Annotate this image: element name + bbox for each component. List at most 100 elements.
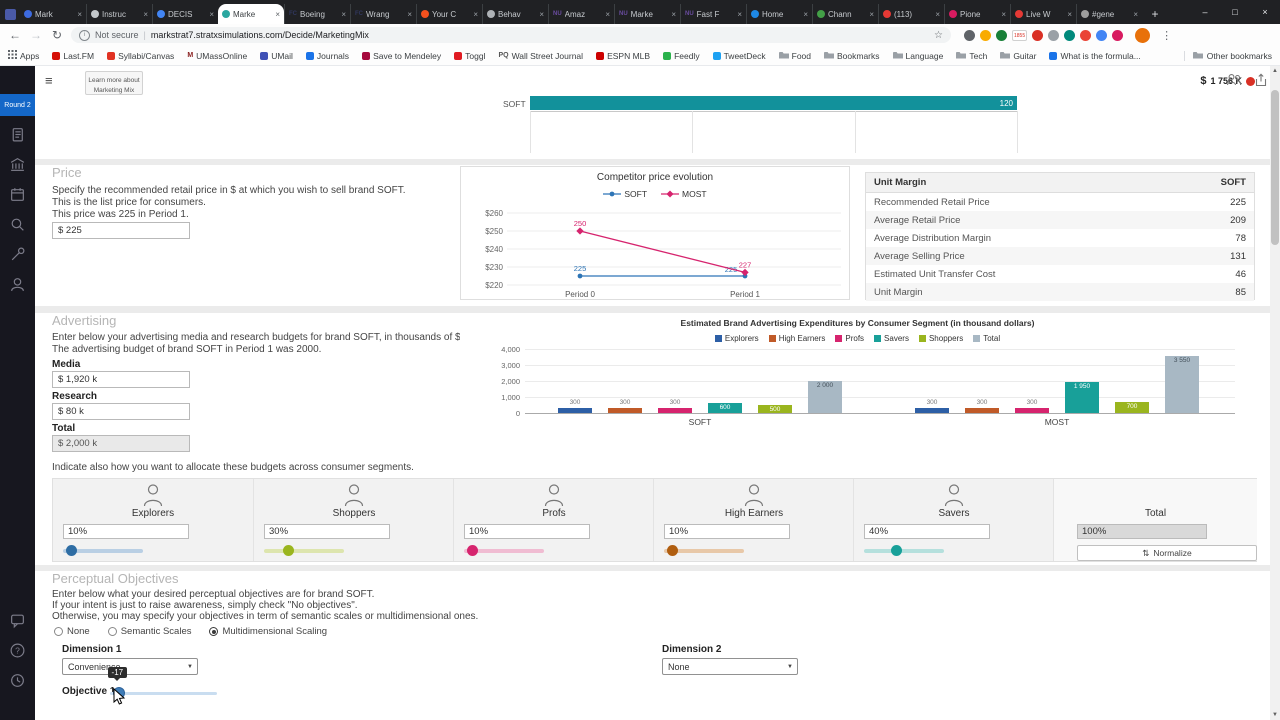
tab-close-icon[interactable]: × — [77, 9, 82, 19]
menu-icon[interactable]: ⋮ — [1161, 29, 1173, 42]
tab[interactable]: Instruc × — [86, 4, 152, 24]
tab-close-icon[interactable]: × — [209, 9, 214, 19]
segment-slider-track[interactable] — [664, 549, 744, 553]
refresh-icon[interactable]: ↻ — [51, 28, 63, 42]
segment-allocation-input[interactable] — [63, 524, 189, 539]
tab[interactable]: NU Marke × — [614, 4, 680, 24]
tab-close-icon[interactable]: × — [1067, 9, 1072, 19]
bookmark-item[interactable]: M UMassOnline — [187, 51, 247, 61]
segment-slider-track[interactable] — [63, 549, 143, 553]
profile-avatar[interactable] — [1135, 27, 1151, 43]
segment-slider-handle[interactable] — [282, 545, 294, 556]
extension-green-icon[interactable] — [996, 29, 1007, 41]
tab-close-icon[interactable]: × — [275, 9, 280, 19]
bookmark-item[interactable]: UMail — [260, 51, 293, 61]
bookmark-item[interactable]: Apps — [8, 50, 39, 61]
segment-slider-handle[interactable] — [466, 545, 478, 556]
tab[interactable]: Behav × — [482, 4, 548, 24]
segment-slider-handle[interactable] — [890, 545, 902, 556]
extension-gray-icon[interactable] — [1048, 29, 1060, 41]
person-icon[interactable] — [9, 276, 26, 293]
tab[interactable]: (113) × — [878, 4, 944, 24]
extension-pink-icon[interactable] — [1112, 29, 1124, 41]
maximize-button[interactable]: □ — [1232, 7, 1238, 17]
bookmark-item[interactable]: TweetDeck — [712, 51, 766, 61]
radio-semantic-scales[interactable]: Semantic Scales — [107, 626, 191, 637]
bookmark-item[interactable]: Syllabi/Canvas — [107, 51, 174, 61]
segment-slider-handle[interactable] — [65, 545, 77, 556]
tab-close-icon[interactable]: × — [1133, 9, 1138, 19]
normalize-button[interactable]: ⇅ Normalize — [1077, 545, 1257, 561]
info-icon[interactable]: i — [79, 29, 90, 41]
tab-close-icon[interactable]: × — [803, 9, 808, 19]
price-input[interactable] — [52, 222, 190, 239]
tab[interactable]: Your C × — [416, 4, 482, 24]
tab-close-icon[interactable]: × — [671, 9, 676, 19]
bookmark-item[interactable]: ESPN MLB — [596, 51, 650, 61]
learn-more-button[interactable]: Learn more about Marketing Mix — [85, 71, 143, 95]
segment-allocation-input[interactable] — [864, 524, 990, 539]
bookmark-item[interactable]: Feedly — [663, 51, 700, 61]
bookmark-item[interactable]: PQ Wall Street Journal — [498, 51, 583, 61]
segment-slider-track[interactable] — [464, 549, 544, 553]
extension-mail-icon[interactable] — [1080, 29, 1092, 41]
objective1-slider-track[interactable] — [110, 692, 217, 695]
history-icon[interactable] — [9, 672, 26, 689]
bookmark-item[interactable]: Guitar — [1000, 51, 1036, 61]
bookmark-item[interactable]: Bookmarks — [824, 51, 880, 61]
segment-allocation-input[interactable] — [264, 524, 390, 539]
wrench-icon[interactable] — [9, 246, 26, 263]
extension-star-icon[interactable] — [980, 29, 991, 41]
segment-slider-handle[interactable] — [666, 545, 678, 556]
search-icon[interactable] — [9, 216, 26, 233]
tab[interactable]: NU Amaz × — [548, 4, 614, 24]
tab-close-icon[interactable]: × — [869, 9, 874, 19]
tab[interactable]: #gene × — [1076, 4, 1142, 24]
extension-counter-badge[interactable]: 1855 — [1012, 29, 1028, 41]
tab-close-icon[interactable]: × — [473, 9, 478, 19]
segment-allocation-input[interactable] — [664, 524, 790, 539]
dimension2-select[interactable]: None ▼ — [662, 658, 798, 675]
bank-icon[interactable] — [9, 156, 26, 173]
segment-allocation-input[interactable] — [464, 524, 590, 539]
segment-slider-track[interactable] — [264, 549, 344, 553]
team-icon[interactable] — [1226, 73, 1242, 92]
scrollbar[interactable]: ▲ ▼ — [1270, 66, 1280, 720]
scroll-up-icon[interactable]: ▲ — [1272, 68, 1278, 74]
chat-icon[interactable] — [9, 612, 26, 629]
tab[interactable]: DECIS × — [152, 4, 218, 24]
research-input[interactable] — [52, 403, 190, 420]
tab[interactable]: FC Boeing × — [284, 4, 350, 24]
close-button[interactable]: × — [1262, 7, 1268, 17]
tab-active[interactable]: Marke × — [218, 4, 284, 24]
extension-blue-icon[interactable] — [1096, 29, 1108, 41]
tab[interactable]: NU Fast F × — [680, 4, 746, 24]
budget-indicator[interactable]: $ 1 756 K — [1150, 72, 1255, 90]
tab-close-icon[interactable]: × — [935, 9, 940, 19]
pinned-tab[interactable] — [0, 4, 20, 24]
segment-slider-track[interactable] — [864, 549, 944, 553]
other-bookmarks[interactable]: Other bookmarks — [1183, 50, 1272, 61]
radio-none[interactable]: None — [54, 626, 90, 637]
tab-close-icon[interactable]: × — [143, 9, 148, 19]
bookmark-star-icon[interactable]: ☆ — [934, 29, 943, 41]
media-input[interactable] — [52, 371, 190, 388]
document-icon[interactable] — [9, 126, 26, 143]
forward-icon[interactable]: → — [30, 28, 42, 42]
bookmark-item[interactable]: Journals — [305, 51, 349, 61]
dimension1-select[interactable]: Convenience ▼ — [62, 658, 198, 675]
help-icon[interactable]: ? — [9, 642, 26, 659]
tab-close-icon[interactable]: × — [539, 9, 544, 19]
bookmark-item[interactable]: Save to Mendeley — [362, 51, 441, 61]
bookmark-item[interactable]: Language — [892, 51, 943, 61]
tab[interactable]: Pione × — [944, 4, 1010, 24]
extension-red-icon[interactable] — [1032, 29, 1044, 41]
extension-search-icon[interactable] — [964, 29, 975, 41]
tab-close-icon[interactable]: × — [737, 9, 742, 19]
tab[interactable]: FC Wrang × — [350, 4, 416, 24]
bookmark-item[interactable]: Tech — [956, 51, 987, 61]
scroll-down-icon[interactable]: ▼ — [1272, 712, 1278, 718]
minimize-button[interactable]: – — [1202, 7, 1208, 17]
back-icon[interactable]: ← — [9, 28, 21, 42]
bookmark-item[interactable]: Toggl — [454, 51, 485, 61]
